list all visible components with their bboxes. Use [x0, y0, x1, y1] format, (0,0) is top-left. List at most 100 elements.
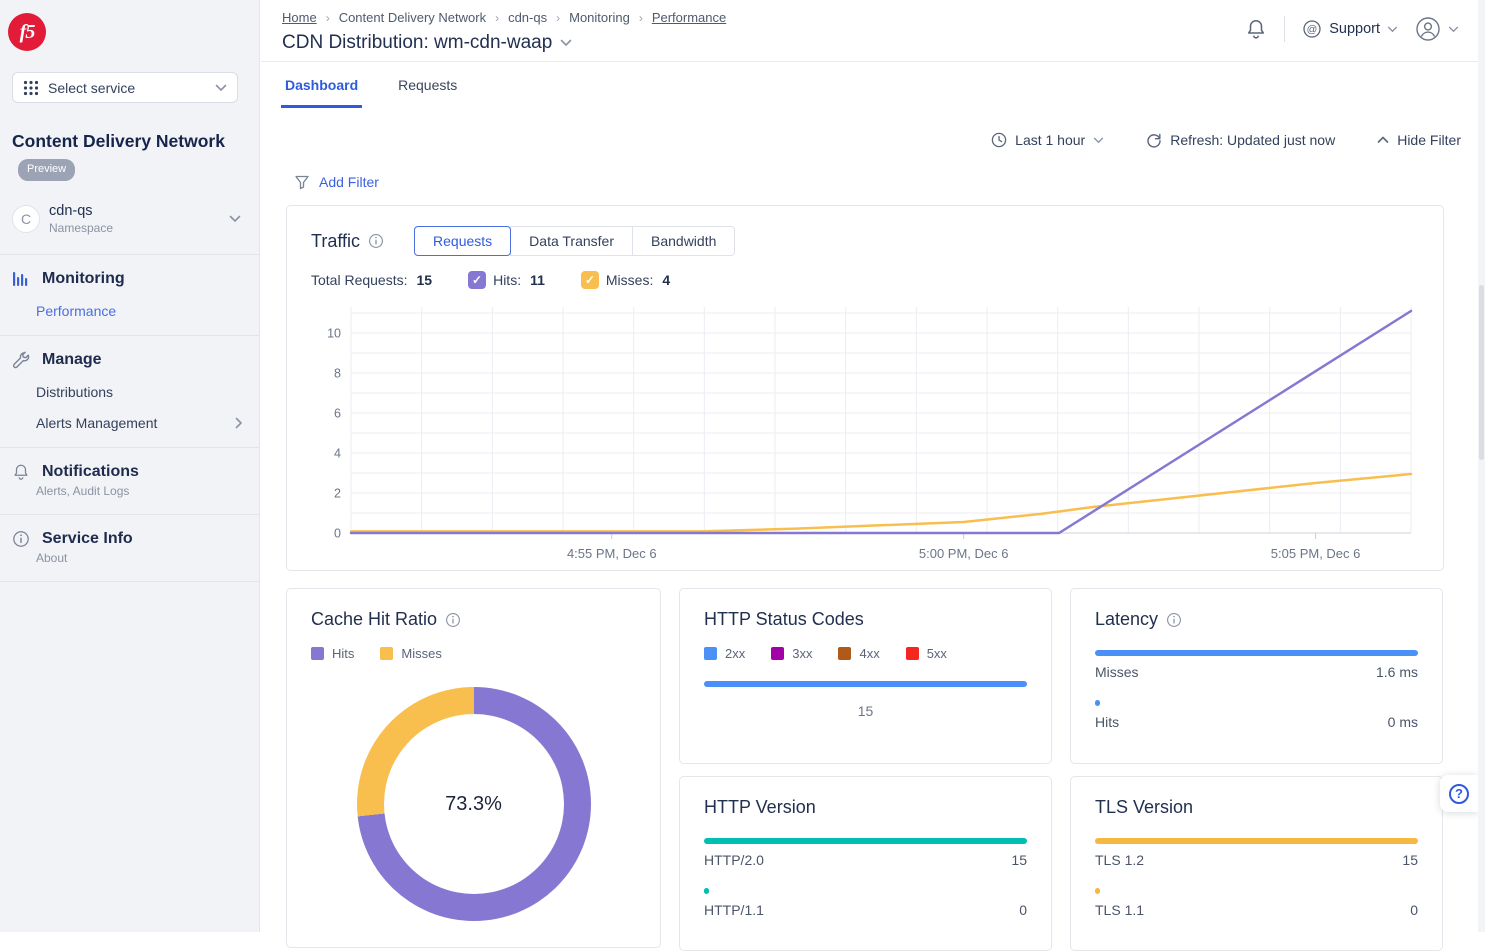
misses-swatch [380, 647, 394, 660]
help-button[interactable]: ? [1440, 775, 1478, 812]
traffic-line-chart: 0 2 4 6 8 10 4:55 PM, Dec 6 5:00 PM, Dec 6 5:05 … [311, 301, 1419, 572]
main-content: Home › Content Delivery Network › cdn-qs… [261, 0, 1485, 951]
page-header: Home › Content Delivery Network › cdn-qs… [261, 0, 1485, 62]
sidebar-item-service-info[interactable]: Service Info [0, 530, 259, 548]
scrollbar-thumb[interactable] [1479, 285, 1484, 460]
preview-badge: Preview [18, 158, 76, 181]
sidebar-divider [0, 581, 259, 583]
cache-donut-chart: 73.3% [356, 687, 591, 921]
distribution-selector[interactable]: CDN Distribution: wm-cdn-waap [282, 32, 1461, 54]
breadcrumb-separator: › [556, 10, 561, 25]
info-icon[interactable] [1166, 612, 1182, 628]
sidebar-item-monitoring[interactable]: Monitoring [0, 270, 259, 288]
info-icon[interactable] [445, 612, 461, 628]
page-tabs: Dashboard Requests [261, 62, 1485, 108]
5xx-swatch [905, 647, 919, 660]
misses-checkbox[interactable] [580, 271, 599, 289]
user-avatar-icon [1415, 16, 1441, 42]
traffic-tab-bandwidth[interactable]: Bandwidth [632, 226, 736, 256]
breadcrumb-monitoring[interactable]: Monitoring [569, 10, 630, 25]
misses-label: Misses: [605, 272, 654, 288]
latency-card: Latency Misses 1.6 ms Hits [1070, 588, 1443, 764]
tls11-value: 0 [1410, 902, 1418, 918]
select-service-dropdown[interactable]: Select service [12, 72, 238, 103]
info-icon[interactable] [368, 233, 384, 249]
refresh-button[interactable]: Refresh: Updated just now [1146, 132, 1335, 148]
manage-title: Manage [42, 351, 102, 369]
legend-3xx: 3xx [771, 646, 812, 661]
filter-bar: Last 1 hour Refresh: Updated just now Hi… [261, 132, 1485, 148]
namespace-selector[interactable]: C cdn-qs Namespace [8, 197, 245, 241]
latency-hits-value: 0 ms [1387, 714, 1418, 730]
page-scrollbar[interactable] [1478, 0, 1485, 932]
svg-text:10: 10 [327, 327, 341, 341]
2xx-swatch [704, 647, 717, 660]
status-codes-legend: 2xx 3xx 4xx 5xx [704, 646, 1027, 661]
namespace-label: Namespace [49, 221, 114, 236]
hits-checkbox[interactable] [468, 271, 487, 289]
legend-misses: Misses [380, 646, 442, 661]
svg-text:4:55 PM, Dec 6: 4:55 PM, Dec 6 [567, 546, 657, 561]
sidebar-divider [0, 514, 259, 516]
chevron-down-icon [229, 215, 241, 223]
2xx-bar [704, 681, 1027, 687]
breadcrumb-performance[interactable]: Performance [651, 10, 727, 25]
sidebar-item-alerts-management[interactable]: Alerts Management [36, 415, 243, 431]
http-status-codes-title: HTTP Status Codes [704, 609, 864, 629]
latency-misses-value: 1.6 ms [1375, 664, 1418, 680]
svg-text:8: 8 [334, 367, 341, 381]
sidebar-item-notifications[interactable]: Notifications [0, 463, 259, 481]
total-requests-stat: Total Requests: 15 [311, 272, 432, 288]
cache-hit-ratio-value: 73.3% [445, 792, 502, 815]
add-filter-label: Add Filter [319, 174, 379, 190]
question-mark-icon: ? [1449, 783, 1469, 804]
tls11-bar [1095, 888, 1100, 894]
time-range-dropdown[interactable]: Last 1 hour [991, 132, 1104, 148]
breadcrumb-separator: › [325, 10, 330, 25]
info-circle-icon [12, 530, 30, 548]
legend-5xx-label: 5xx [926, 646, 947, 661]
refresh-label: Refresh: Updated just now [1170, 132, 1336, 148]
chevron-right-icon [235, 417, 243, 429]
traffic-tab-requests[interactable]: Requests [414, 226, 512, 256]
sidebar-section-notifications: Notifications Alerts, Audit Logs [0, 448, 259, 514]
sidebar: f5 Select service Content Delivery Netwo… [0, 0, 260, 932]
sidebar-divider [0, 254, 259, 256]
add-filter-button[interactable]: Add Filter [294, 174, 1485, 190]
traffic-tab-data-transfer[interactable]: Data Transfer [510, 226, 633, 256]
cache-hit-ratio-title: Cache Hit Ratio [311, 609, 438, 629]
tab-requests[interactable]: Requests [398, 77, 458, 93]
breadcrumb-separator: › [495, 10, 500, 25]
latency-hits-bar [1095, 700, 1100, 706]
account-menu[interactable] [1415, 16, 1459, 42]
breadcrumb-separator: › [638, 10, 643, 25]
f5-logo[interactable]: f5 [8, 13, 46, 51]
product-title: Content Delivery Network Preview [12, 128, 245, 182]
notifications-bell-icon[interactable] [1245, 18, 1267, 40]
alerts-management-label: Alerts Management [36, 415, 158, 432]
legend-2xx-label: 2xx [725, 646, 746, 661]
sidebar-section-monitoring: Monitoring Performance [0, 255, 259, 335]
sidebar-item-performance[interactable]: Performance [36, 303, 243, 319]
http2-label: HTTP/2.0 [704, 852, 764, 868]
tab-dashboard[interactable]: Dashboard [281, 62, 363, 108]
hits-stat: Hits: 11 [468, 271, 545, 289]
traffic-title: Traffic [311, 230, 361, 251]
misses-value: 4 [662, 272, 671, 288]
bar-chart-icon [12, 270, 30, 288]
breadcrumb-cdn[interactable]: Content Delivery Network [338, 10, 487, 25]
funnel-icon [294, 174, 310, 190]
sidebar-item-distributions[interactable]: Distributions [36, 384, 243, 400]
legend-4xx: 4xx [838, 646, 880, 661]
hide-filter-button[interactable]: Hide Filter [1377, 132, 1461, 148]
http11-label: HTTP/1.1 [704, 902, 764, 918]
sidebar-item-manage[interactable]: Manage [0, 351, 259, 369]
breadcrumb-home[interactable]: Home [282, 10, 317, 25]
legend-misses-label: Misses [401, 646, 442, 661]
chevron-down-icon [1448, 26, 1459, 33]
support-menu[interactable]: @ Support [1302, 19, 1398, 39]
apps-grid-icon [23, 80, 39, 96]
breadcrumb-namespace[interactable]: cdn-qs [508, 10, 548, 25]
support-label: Support [1329, 21, 1380, 37]
legend-5xx: 5xx [905, 646, 947, 661]
